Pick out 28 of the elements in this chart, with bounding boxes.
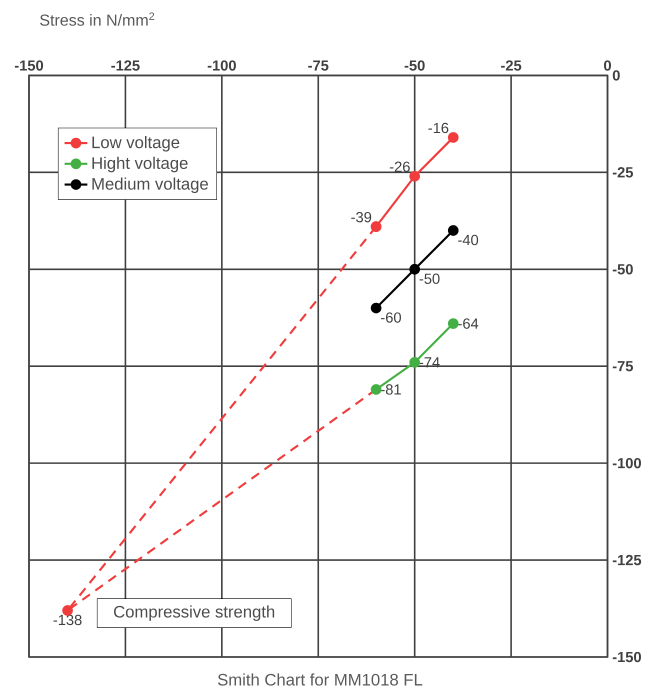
- legend-label: Hight voltage: [92, 156, 188, 172]
- y-axis-title: Stress in N/mm$^{2}$: [40, 12, 154, 26]
- x-tick-label: -150: [14, 60, 44, 71]
- y-tick-label: 0: [612, 70, 620, 81]
- y-tick-label: -125: [612, 554, 642, 566]
- data-label: -16: [428, 122, 448, 134]
- y-tick-label: -25: [612, 167, 634, 178]
- y-tick-label: -75: [612, 361, 634, 372]
- y-tick-label: -150: [612, 652, 641, 662]
- legend-label: Low voltage: [92, 136, 180, 152]
- x-tick-label: -100: [208, 60, 236, 71]
- text: Smith Chart for MM1018 FL: [218, 673, 422, 686]
- data-label: -39: [351, 212, 372, 222]
- data-label: -40: [458, 234, 478, 246]
- x-tick-label: -50: [404, 60, 425, 71]
- data-label: -60: [381, 312, 401, 323]
- data-label: -81: [381, 384, 401, 395]
- y-tick-label: -100: [612, 458, 641, 468]
- y-tick-label: -50: [612, 264, 633, 274]
- x-tick-label: -125: [111, 60, 140, 71]
- data-label: -64: [458, 318, 478, 329]
- annotation: Compressive strength: [114, 605, 274, 621]
- data-label: -138: [54, 614, 82, 626]
- x-tick-label: 0: [604, 60, 611, 71]
- x-tick-label: -25: [501, 60, 522, 71]
- x-tick-label: -75: [308, 60, 328, 71]
- data-label: -50: [420, 274, 440, 284]
- legend-label: Medium voltage: [92, 177, 208, 194]
